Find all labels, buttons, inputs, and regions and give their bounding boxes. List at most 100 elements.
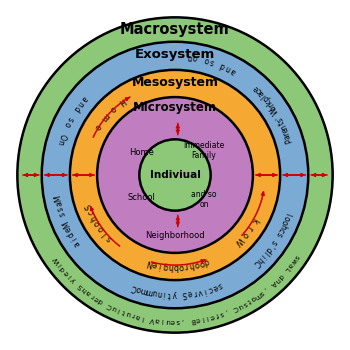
Text: l: l	[283, 211, 292, 216]
Text: l: l	[117, 307, 121, 313]
Text: s: s	[57, 210, 67, 217]
Text: l: l	[261, 249, 270, 256]
Text: a: a	[72, 239, 82, 248]
Text: d: d	[66, 230, 77, 238]
Text: e: e	[211, 282, 218, 292]
Text: o: o	[96, 224, 106, 233]
Text: y: y	[70, 276, 77, 283]
Text: o: o	[92, 219, 103, 228]
Text: u: u	[165, 317, 170, 324]
Text: s: s	[276, 116, 286, 124]
Text: s: s	[219, 310, 224, 317]
Text: d: d	[202, 256, 210, 266]
Text: h: h	[278, 222, 288, 230]
Text: e: e	[63, 269, 70, 276]
Text: a: a	[155, 317, 160, 323]
Text: S: S	[77, 282, 84, 290]
Text: t: t	[121, 308, 126, 315]
Text: e: e	[64, 225, 74, 233]
Text: b: b	[173, 262, 178, 271]
Text: d: d	[218, 61, 226, 71]
Text: r: r	[90, 292, 96, 299]
Text: B: B	[190, 317, 195, 323]
Text: h: h	[89, 214, 99, 222]
Text: r: r	[282, 130, 292, 136]
Text: r: r	[193, 288, 197, 297]
Text: H: H	[116, 96, 126, 106]
Text: W: W	[233, 235, 245, 247]
Text: Neighborhood: Neighborhood	[145, 231, 205, 239]
Text: W: W	[52, 256, 62, 265]
Text: d: d	[71, 104, 81, 113]
Text: h: h	[168, 262, 173, 271]
Text: n: n	[156, 288, 162, 298]
Text: s: s	[216, 281, 223, 290]
Text: d: d	[276, 272, 284, 280]
Text: p: p	[261, 94, 271, 103]
Text: e: e	[170, 318, 175, 324]
Text: C: C	[251, 257, 261, 267]
Text: i: i	[70, 236, 79, 242]
Text: ,: ,	[263, 286, 268, 293]
Text: n: n	[273, 276, 280, 283]
Text: c: c	[86, 208, 97, 216]
Text: c: c	[276, 226, 286, 234]
Text: o: o	[193, 259, 200, 269]
Text: Immediate
Family: Immediate Family	[183, 141, 225, 160]
Text: h: h	[254, 254, 264, 264]
Text: i: i	[57, 262, 63, 267]
Text: C: C	[130, 282, 138, 292]
Text: o: o	[203, 55, 210, 65]
Text: C: C	[232, 304, 239, 312]
Text: l: l	[141, 314, 145, 321]
Text: N: N	[146, 258, 154, 268]
Text: i: i	[158, 261, 162, 270]
Text: s: s	[65, 115, 75, 123]
Text: u: u	[151, 287, 157, 297]
Text: o: o	[281, 214, 291, 222]
Text: m: m	[253, 291, 262, 300]
Text: i: i	[259, 252, 267, 260]
Circle shape	[18, 18, 332, 332]
Text: s: s	[209, 57, 215, 66]
Text: O: O	[57, 132, 68, 140]
Text: o: o	[250, 294, 257, 302]
Text: a: a	[135, 313, 141, 320]
Text: u: u	[237, 302, 244, 309]
Text: s: s	[105, 234, 114, 243]
Text: k: k	[264, 97, 274, 106]
Text: o: o	[268, 103, 278, 112]
Circle shape	[42, 42, 308, 308]
Text: V: V	[150, 316, 155, 323]
Text: Exosystem: Exosystem	[135, 48, 215, 61]
Text: a: a	[283, 133, 293, 140]
Text: y: y	[172, 290, 177, 299]
Text: o: o	[192, 53, 198, 62]
Text: l: l	[101, 230, 109, 238]
Text: s: s	[269, 238, 279, 246]
Text: o: o	[135, 284, 143, 294]
Text: n: n	[75, 99, 85, 108]
Text: l: l	[67, 273, 73, 279]
Text: a: a	[85, 289, 92, 296]
Circle shape	[97, 97, 253, 253]
Text: v: v	[197, 287, 203, 296]
Text: Microsystem: Microsystem	[133, 101, 217, 114]
Text: Macrosystem: Macrosystem	[120, 22, 230, 37]
Text: ,: ,	[224, 308, 229, 315]
Text: o: o	[107, 104, 117, 113]
Text: C: C	[106, 302, 113, 309]
Text: e: e	[252, 83, 261, 93]
Text: M: M	[53, 194, 63, 202]
Text: e: e	[280, 126, 290, 134]
Text: i: i	[206, 314, 209, 321]
Text: h: h	[188, 260, 195, 270]
Text: S: S	[182, 289, 188, 299]
Text: and so
on: and so on	[191, 190, 217, 209]
Text: W: W	[269, 105, 281, 116]
Text: n: n	[224, 63, 232, 73]
Text: m: m	[145, 286, 154, 296]
Text: s: s	[274, 230, 284, 238]
Text: o: o	[62, 121, 72, 129]
Circle shape	[139, 139, 211, 211]
